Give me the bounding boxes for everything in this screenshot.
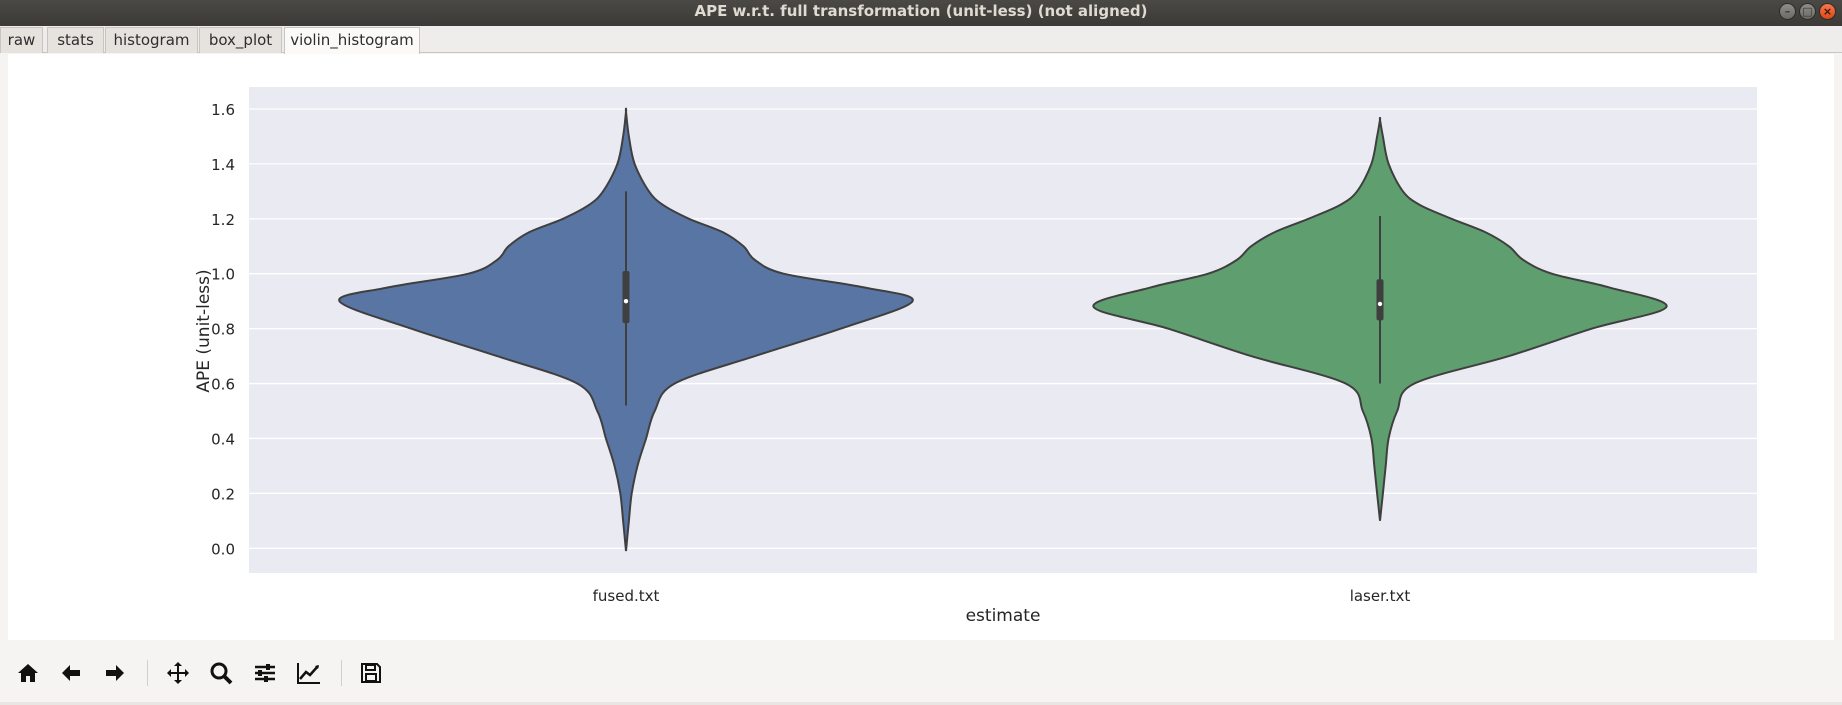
close-icon[interactable]: × — [1819, 3, 1836, 20]
tab-histogram[interactable]: histogram — [105, 27, 198, 53]
y-tick-label: 1.0 — [211, 266, 235, 284]
save-icon[interactable] — [356, 658, 386, 688]
x-tick-label: fused.txt — [593, 587, 660, 605]
tab-stats[interactable]: stats — [47, 27, 104, 53]
y-axis-label: APE (unit-less) — [194, 269, 214, 392]
x-tick-labels: fused.txt laser.txt — [593, 587, 1411, 605]
status-bar — [0, 702, 1842, 705]
x-tick-label: laser.txt — [1350, 587, 1411, 605]
navigation-toolbar — [0, 650, 1842, 692]
y-tick-label: 0.2 — [211, 485, 235, 503]
tab-bar: raw stats histogram box_plot violin_hist… — [0, 26, 1842, 54]
back-arrow-icon[interactable] — [56, 658, 86, 688]
home-icon[interactable] — [13, 658, 43, 688]
y-tick-label: 0.6 — [211, 376, 235, 394]
tab-raw[interactable]: raw — [0, 27, 43, 53]
edit-axis-icon[interactable] — [294, 658, 324, 688]
violin-median — [1377, 301, 1383, 307]
tab-box-plot[interactable]: box_plot — [199, 27, 282, 53]
y-tick-label: 0.4 — [211, 430, 235, 448]
violin-iqr-box — [622, 270, 630, 324]
violin-median — [623, 298, 629, 304]
toolbar-separator — [147, 660, 148, 686]
maximize-icon[interactable]: □ — [1799, 3, 1816, 20]
violin-chart: 0.0 0.2 0.4 0.6 0.8 1.0 1.2 1.4 1.6 fused.txt las… — [194, 87, 1757, 626]
y-tick-labels: 0.0 0.2 0.4 0.6 0.8 1.0 1.2 1.4 1.6 — [211, 101, 235, 558]
y-tick-label: 1.4 — [211, 156, 235, 174]
forward-arrow-icon[interactable] — [100, 658, 130, 688]
window-title: APE w.r.t. full transformation (unit-les… — [694, 2, 1148, 20]
figure-canvas[interactable]: 0.0 0.2 0.4 0.6 0.8 1.0 1.2 1.4 1.6 fused.txt las… — [8, 54, 1834, 640]
y-tick-label: 0.8 — [211, 321, 235, 339]
grid-lines — [249, 108, 1757, 549]
y-tick-label: 1.2 — [211, 211, 235, 229]
minimize-icon[interactable]: – — [1779, 3, 1796, 20]
toolbar-separator — [341, 660, 342, 686]
pan-icon[interactable] — [163, 658, 193, 688]
tab-violin-histogram[interactable]: violin_histogram — [284, 27, 420, 54]
x-axis-label: estimate — [966, 606, 1041, 626]
violin-iqr-box — [1376, 279, 1384, 321]
violins — [338, 107, 1668, 552]
window-controls: – □ × — [1779, 3, 1836, 20]
subplots-icon[interactable] — [250, 658, 280, 688]
window-titlebar: APE w.r.t. full transformation (unit-les… — [0, 0, 1842, 26]
y-tick-label: 1.6 — [211, 101, 235, 119]
zoom-icon[interactable] — [206, 658, 236, 688]
y-tick-label: 0.0 — [211, 540, 235, 558]
